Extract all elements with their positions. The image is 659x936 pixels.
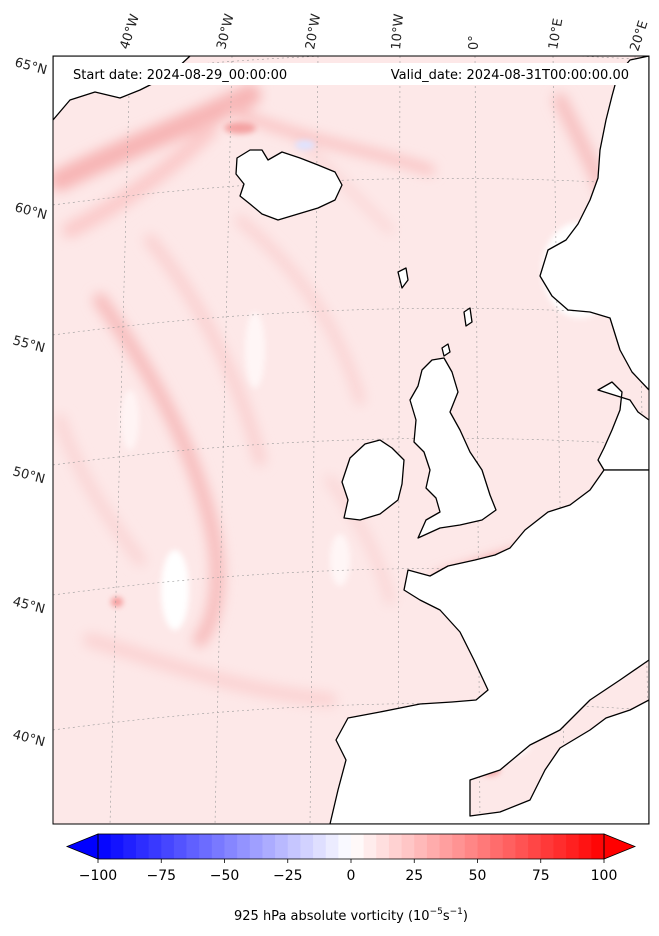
colorbar-cell (439, 834, 453, 859)
colorbar-cell (376, 834, 390, 859)
colorbar-cell (325, 834, 339, 859)
lon-label-0: 0° (467, 35, 482, 50)
faroe-islands (397, 267, 409, 289)
colorbar-extend-low (65, 833, 99, 860)
lat-label-55n: 55°N (11, 333, 47, 356)
longitude-labels: 40°W 30°W 20°W 10°W 0° 10°E 20°E (118, 12, 652, 53)
colorbar-tick-label: 25 (405, 868, 423, 884)
scandinavia-coast (539, 56, 649, 391)
colorbar-cell (338, 834, 352, 859)
lat-label-60n: 60°N (13, 200, 49, 223)
colorbar-tick-label: 100 (591, 868, 618, 884)
lon-label-40w: 40°W (118, 12, 143, 51)
colorbar-cell (211, 834, 225, 859)
colorbar-cell (515, 834, 529, 859)
lat-label-45n: 45°N (11, 594, 47, 617)
colorbar: −100 −75 −50 −25 0 25 50 75 100 925 hPa absolute… (65, 833, 637, 924)
valid-date-label: Valid_date: 2024-08-31T00:00:00.00 (391, 68, 629, 83)
map-panel: Start date: 2024-08-29_00:00:00 Valid_da… (52, 55, 650, 825)
colorbar-cell (566, 834, 580, 859)
colorbar-cell (414, 834, 428, 859)
colorbar-tick-label: −25 (273, 868, 303, 884)
lon-label-20w: 20°W (303, 13, 324, 51)
colorbar-cell (591, 834, 605, 859)
iceland-coast (235, 149, 343, 221)
colorbar-cell (148, 834, 162, 859)
map-frame (52, 55, 650, 825)
colorbar-cell (237, 834, 251, 859)
start-date-label: Start date: 2024-08-29_00:00:00 (73, 68, 287, 83)
colorbar-cell (98, 834, 112, 859)
colorbar-tick-label: 0 (347, 868, 356, 884)
colorbar-cell (490, 834, 504, 859)
colorbar-cell (224, 834, 238, 859)
colorbar-cell (313, 834, 327, 859)
lon-label-10e: 10°E (546, 17, 566, 50)
colorbar-cell (173, 834, 187, 859)
colorbar-cell (135, 834, 149, 859)
colorbar-cell (161, 834, 175, 859)
colorbar-cell (249, 834, 263, 859)
colorbar-cell (540, 834, 554, 859)
colorbar-extend-high (603, 833, 637, 860)
lat-label-65n: 65°N (13, 55, 49, 78)
colorbar-cell (502, 834, 516, 859)
colorbar-cell (553, 834, 567, 859)
colorbar-cell (287, 834, 301, 859)
colorbar-cells (98, 834, 605, 859)
colorbar-cell (186, 834, 200, 859)
ireland-coast (341, 439, 405, 521)
colorbar-cell (578, 834, 592, 859)
colorbar-cell (300, 834, 314, 859)
denmark-coast (597, 381, 649, 471)
lat-label-50n: 50°N (11, 464, 47, 487)
coastlines (53, 56, 649, 824)
colorbar-cell (262, 834, 276, 859)
colorbar-cell (388, 834, 402, 859)
colorbar-tick-label: −50 (210, 868, 240, 884)
lon-label-20e: 20°E (628, 19, 652, 53)
colorbar-cell (275, 834, 289, 859)
colorbar-cell (426, 834, 440, 859)
latitude-labels: 65°N 60°N 55°N 50°N 45°N 40°N (11, 55, 49, 750)
colorbar-cell (464, 834, 478, 859)
colorbar-cell (401, 834, 415, 859)
colorbar-cell (452, 834, 466, 859)
lat-label-40n: 40°N (11, 727, 47, 750)
continental-europe-coast (329, 469, 649, 824)
colorbar-tick-label: −75 (146, 868, 176, 884)
colorbar-cell (199, 834, 213, 859)
colorbar-cell (477, 834, 491, 859)
great-britain-coast (409, 357, 497, 539)
colorbar-label: 925 hPa absolute vorticity (10−5s−1) (234, 907, 468, 924)
colorbar-ticks: −100 −75 −50 −25 0 25 50 75 100 (79, 859, 618, 884)
colorbar-tick-label: 75 (532, 868, 550, 884)
orkney-islands (441, 343, 451, 357)
colorbar-cell (123, 834, 137, 859)
lon-label-10w: 10°W (389, 13, 407, 50)
colorbar-cell (528, 834, 542, 859)
colorbar-tick-label: 50 (469, 868, 487, 884)
header-strip (63, 63, 635, 85)
colorbar-cell (363, 834, 377, 859)
shetland-islands (463, 307, 473, 327)
colorbar-cell (110, 834, 124, 859)
colorbar-tick-label: −100 (79, 868, 117, 884)
lon-label-30w: 30°W (214, 12, 237, 51)
colorbar-cell (351, 834, 365, 859)
